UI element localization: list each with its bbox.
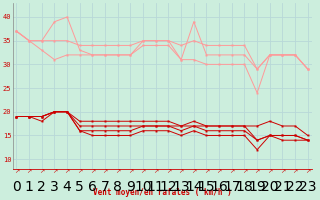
X-axis label: Vent moyen/en rafales ( km/h ): Vent moyen/en rafales ( km/h ) (93, 188, 232, 197)
